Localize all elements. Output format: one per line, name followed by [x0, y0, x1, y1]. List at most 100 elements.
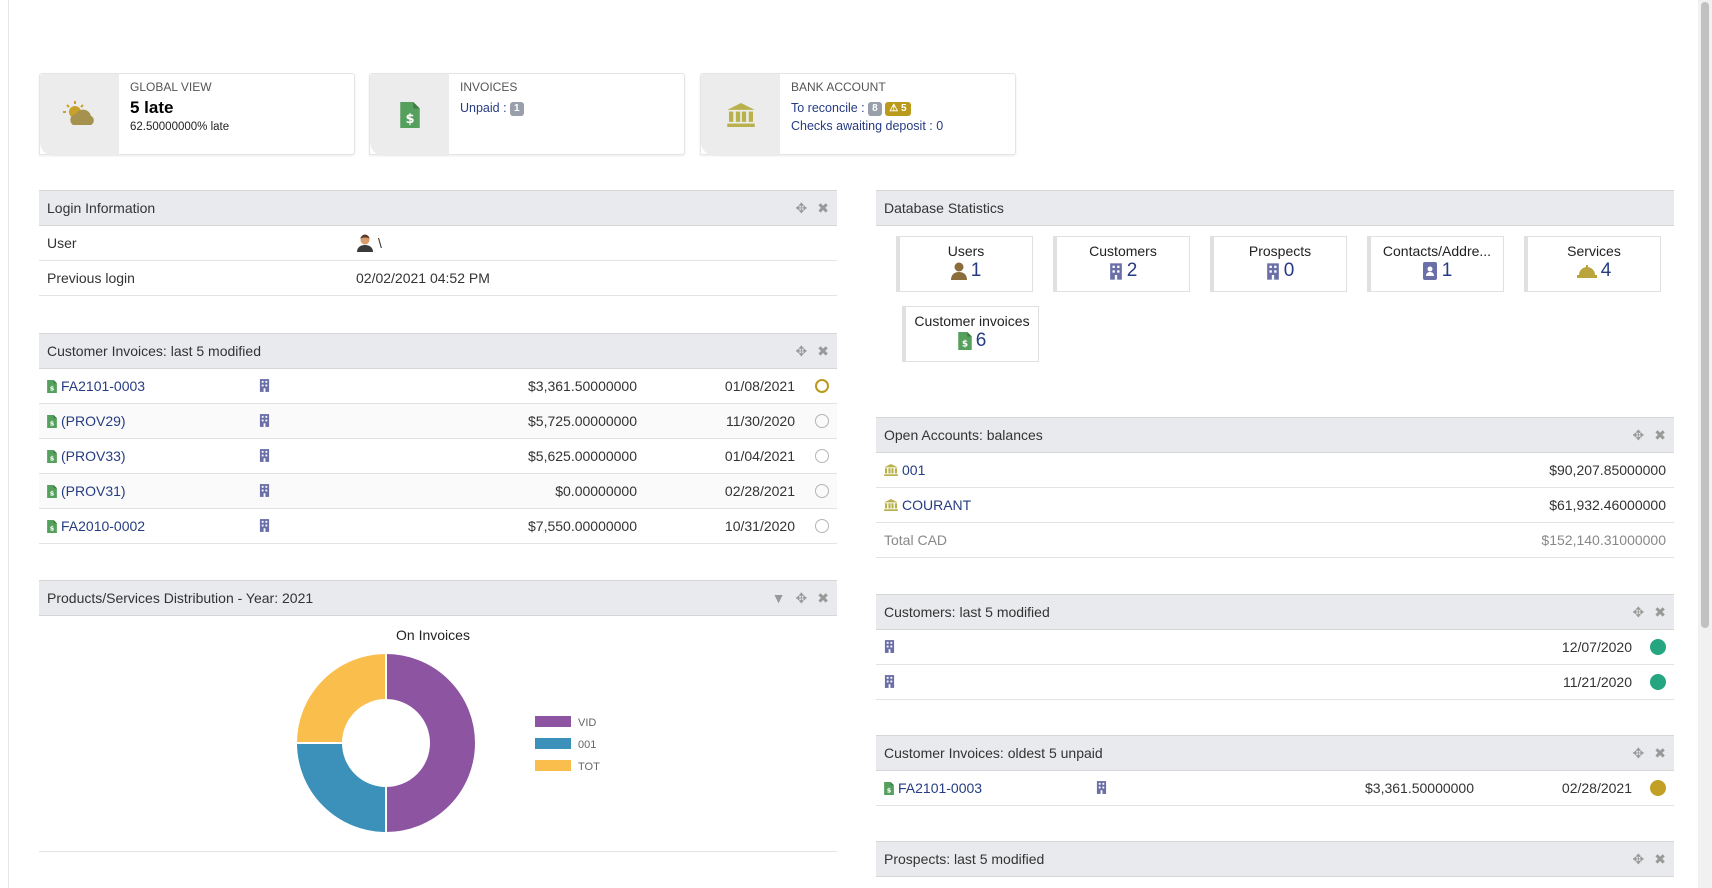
customer-link[interactable]: [884, 640, 895, 656]
legend-label[interactable]: TOT: [578, 761, 600, 773]
invoice-link[interactable]: (PROV29): [47, 413, 126, 429]
warning-icon: ⚠: [889, 103, 899, 114]
stat-label: Prospects: [1248, 243, 1312, 259]
panel-title: Customers: last 5 modified: [884, 604, 1050, 620]
stat-value: 1: [1441, 260, 1453, 281]
move-icon[interactable]: ✥: [1632, 851, 1645, 867]
legend-swatch[interactable]: [535, 716, 571, 727]
company-link[interactable]: [259, 449, 270, 465]
filter-icon[interactable]: ▼: [771, 590, 786, 606]
invoice-date: 02/28/2021: [724, 483, 795, 499]
user-value[interactable]: \: [356, 234, 382, 252]
account-link[interactable]: COURANT: [884, 497, 971, 513]
stat-value: 0: [1283, 260, 1295, 281]
bank-account-box[interactable]: BANK ACCOUNT To reconcile : 8 ⚠ 5 Checks…: [700, 73, 1016, 156]
company-link[interactable]: [259, 484, 270, 500]
reconcile-badge: 8: [868, 102, 882, 116]
reconcile-link[interactable]: To reconcile : 8 ⚠ 5: [791, 100, 1007, 116]
company-link[interactable]: [259, 519, 270, 535]
table-row: (PROV33) $5,625.00000000 01/04/2021: [39, 439, 837, 474]
status-icon: [815, 414, 829, 431]
close-icon[interactable]: ✖: [817, 590, 829, 606]
invoices-box[interactable]: INVOICES Unpaid : 1: [369, 73, 685, 156]
company-link[interactable]: [259, 379, 270, 395]
table-row: 11/21/2020: [876, 665, 1674, 700]
invoice-icon: [47, 484, 57, 498]
legend-swatch[interactable]: [535, 738, 571, 749]
stat-value: 2: [1126, 260, 1138, 281]
building-icon: [259, 379, 270, 392]
account-balance: $90,207.85000000: [1549, 462, 1666, 478]
stat-box[interactable]: Contacts/Addre... 1: [1367, 236, 1504, 292]
move-icon[interactable]: ✥: [795, 590, 808, 606]
invoice-icon: [370, 74, 449, 156]
move-icon[interactable]: ✥: [795, 200, 808, 216]
status-icon: [815, 484, 829, 501]
building-icon: [1096, 781, 1107, 794]
move-icon[interactable]: ✥: [1632, 604, 1645, 620]
pie-slice-tot[interactable]: [294, 651, 387, 744]
table-row: 001 $90,207.85000000: [876, 453, 1674, 488]
scrollbar-thumb[interactable]: [1701, 2, 1709, 628]
stat-label: Contacts/Addre...: [1382, 243, 1492, 259]
move-icon[interactable]: ✥: [1632, 427, 1645, 443]
invoice-icon: [957, 332, 972, 350]
global-view-box[interactable]: GLOBAL VIEW 5 late 62.50000000% late: [39, 73, 355, 156]
chart-area: On Invoices VID 001 TOT: [39, 616, 837, 852]
pie-slice-vid[interactable]: [385, 651, 477, 835]
stat-box[interactable]: Users 1: [896, 236, 1033, 292]
invoice-link[interactable]: FA2101-0003: [47, 378, 145, 394]
stat-label: Customer invoices: [914, 313, 1030, 329]
legend-label[interactable]: 001: [578, 739, 596, 751]
chart-title: On Invoices: [396, 627, 470, 643]
invoice-link[interactable]: (PROV31): [47, 483, 126, 499]
building-icon: [259, 519, 270, 532]
company-link[interactable]: [1096, 781, 1107, 797]
status-icon: [1650, 639, 1666, 658]
table-row: 12/07/2020: [876, 630, 1674, 665]
move-icon[interactable]: ✥: [1632, 745, 1645, 761]
stat-box[interactable]: Prospects 0: [1210, 236, 1347, 292]
service-bell-icon: [1576, 265, 1597, 278]
close-icon[interactable]: ✖: [817, 343, 829, 359]
stat-box[interactable]: Services 4: [1524, 236, 1661, 292]
building-icon: [1109, 262, 1122, 280]
close-icon[interactable]: ✖: [1654, 745, 1666, 761]
table-row: (PROV29) $5,725.00000000 11/30/2020: [39, 404, 837, 439]
panel-title: Customer Invoices: oldest 5 unpaid: [884, 745, 1103, 761]
account-link[interactable]: 001: [884, 462, 925, 478]
stat-label: Services: [1567, 243, 1621, 259]
customer-link[interactable]: [884, 675, 895, 691]
customers-last5-panel: Customers: last 5 modified ✥ ✖ 12/07/2020…: [876, 594, 1674, 700]
close-icon[interactable]: ✖: [1654, 427, 1666, 443]
unpaid-link[interactable]: Unpaid : 1: [460, 100, 676, 116]
table-row: (PROV31) $0.00000000 02/28/2021: [39, 474, 837, 509]
close-icon[interactable]: ✖: [1654, 604, 1666, 620]
invoice-link[interactable]: (PROV33): [47, 448, 126, 464]
move-icon[interactable]: ✥: [795, 343, 808, 359]
close-icon[interactable]: ✖: [1654, 851, 1666, 867]
stat-box[interactable]: Customer invoices 6: [902, 306, 1039, 362]
invoice-amount: $3,361.50000000: [528, 378, 637, 394]
vertical-scrollbar[interactable]: [1698, 0, 1712, 888]
building-icon: [884, 675, 895, 688]
late-count[interactable]: 5 late: [130, 98, 174, 117]
panel-title: Database Statistics: [884, 200, 1004, 216]
legend-swatch[interactable]: [535, 760, 571, 771]
invoice-link[interactable]: FA2101-0003: [884, 780, 982, 796]
reconcile-warning-badge: ⚠ 5: [885, 102, 911, 116]
previous-login-label: Previous login: [47, 270, 135, 286]
pie-slice-001[interactable]: [294, 742, 387, 835]
panel-title: Products/Services Distribution - Year: 2…: [47, 590, 314, 606]
invoice-date: 02/28/2021: [1561, 780, 1632, 796]
stat-box[interactable]: Customers 2: [1053, 236, 1190, 292]
database-statistics-panel: Database Statistics Users 1 Customers 2 Pros…: [876, 190, 1674, 406]
close-icon[interactable]: ✖: [817, 200, 829, 216]
invoice-amount: $3,361.50000000: [1365, 780, 1474, 796]
invoice-link[interactable]: FA2010-0002: [47, 518, 145, 534]
invoice-amount: $5,625.00000000: [528, 448, 637, 464]
legend-label[interactable]: VID: [578, 717, 596, 729]
checks-link[interactable]: Checks awaiting deposit : 0: [791, 119, 944, 133]
total-label: Total CAD: [884, 532, 948, 548]
company-link[interactable]: [259, 414, 270, 430]
